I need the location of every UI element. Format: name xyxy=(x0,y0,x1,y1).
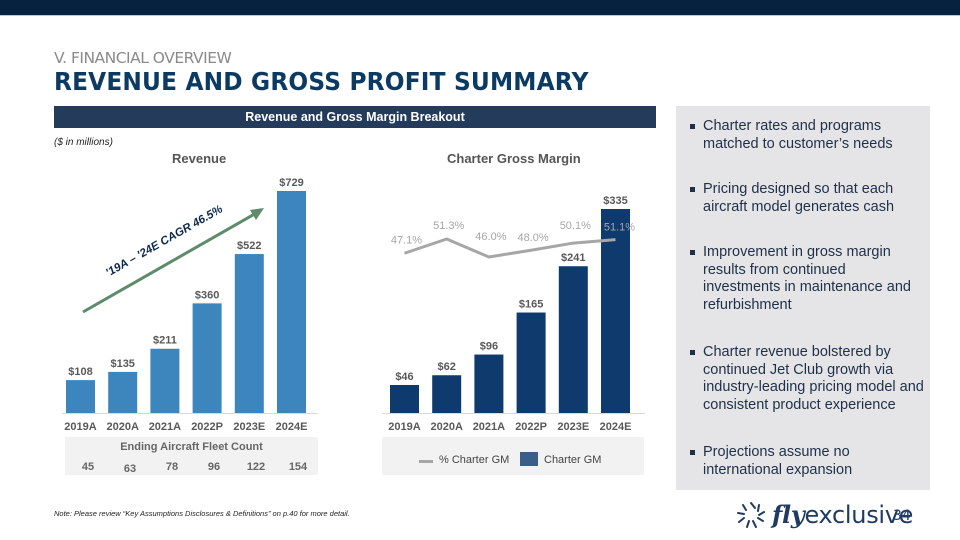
revenue-bar xyxy=(234,254,264,413)
fleet-count-value: 96 xyxy=(207,461,221,473)
bullet-icon xyxy=(690,350,695,355)
charter-x-tick-label: 2020A xyxy=(430,421,462,433)
revenue-bar xyxy=(108,371,138,413)
charter-x-tick-label: 2021A xyxy=(473,421,505,433)
page-title: REVENUE AND GROSS PROFIT SUMMARY xyxy=(54,67,589,96)
bullet-item: Projections assume no international expa… xyxy=(690,444,926,479)
revenue-bar xyxy=(277,191,306,413)
revenue-x-tick-label: 2023E xyxy=(233,421,265,433)
fleet-count-value: 78 xyxy=(165,461,179,473)
top-bar xyxy=(0,0,960,16)
units-note: ($ in millions) xyxy=(54,137,113,148)
charter-margin-label: 51.3% xyxy=(433,220,464,232)
flyexclusive-logo-icon xyxy=(737,502,765,528)
charter-bar xyxy=(558,266,588,413)
revenue-x-tick-label: 2024E xyxy=(276,421,308,433)
charter-margin-line xyxy=(404,237,616,259)
revenue-data-label: $729 xyxy=(279,177,303,189)
revenue-bar xyxy=(66,380,95,413)
charter-data-label: $96 xyxy=(480,341,498,353)
legend-label-margin: % Charter GM xyxy=(439,454,510,466)
charter-bar xyxy=(516,312,546,413)
section-label: V. FINANCIAL OVERVIEW xyxy=(54,49,232,67)
charter-x-tick-label: 2023E xyxy=(557,421,589,433)
legend-line-swatch xyxy=(419,460,433,463)
charter-bar xyxy=(390,384,419,413)
revenue-x-tick-label: 2019A xyxy=(64,421,96,433)
revenue-data-label: $360 xyxy=(195,289,219,301)
revenue-x-tick-label: 2022P xyxy=(191,421,223,433)
charter-margin-label: 48.0% xyxy=(517,232,548,244)
charter-bar xyxy=(432,375,462,413)
charter-data-label: $335 xyxy=(603,195,627,207)
legend-label-gm: Charter GM xyxy=(544,454,602,466)
revenue-x-tick-label: 2020A xyxy=(106,421,138,433)
charter-x-tick-label: 2024E xyxy=(600,421,632,433)
bullet-item: Improvement in gross margin results from… xyxy=(690,244,926,314)
charter-data-label: $165 xyxy=(519,299,543,311)
charter-margin-label: 46.0% xyxy=(475,231,506,243)
revenue-data-label: $108 xyxy=(68,366,92,378)
charter-margin-label: 47.1% xyxy=(391,234,422,246)
brand-logo: flyexclusive xyxy=(772,500,914,529)
cagr-arrow-line xyxy=(82,210,259,314)
footnote: Note: Please review “Key Assumptions Dis… xyxy=(54,509,350,518)
charter-bar xyxy=(601,209,630,413)
charter-chart-title: Charter Gross Margin xyxy=(447,151,581,166)
page-number: 34 xyxy=(893,508,911,524)
bullet-icon xyxy=(690,187,695,192)
charter-data-label: $241 xyxy=(561,252,585,264)
charter-bar xyxy=(474,354,504,413)
charter-margin-label: 51.1% xyxy=(604,222,635,234)
bullet-icon xyxy=(690,250,695,255)
fleet-count-value: 45 xyxy=(81,461,95,473)
fleet-count-title: Ending Aircraft Fleet Count xyxy=(120,441,263,453)
section-banner: Revenue and Gross Margin Breakout xyxy=(54,106,656,128)
bullet-icon xyxy=(690,450,695,455)
bullet-item: Charter revenue bolstered by continued J… xyxy=(690,344,926,414)
cagr-arrow-head xyxy=(250,208,264,220)
revenue-data-label: $135 xyxy=(110,358,134,370)
legend-bar-swatch xyxy=(520,452,538,466)
charter-data-label: $62 xyxy=(438,361,456,373)
bullet-item: Pricing designed so that each aircraft m… xyxy=(690,181,926,216)
fleet-count-value: 154 xyxy=(288,461,308,473)
revenue-bar xyxy=(192,303,222,413)
charter-x-tick-label: 2019A xyxy=(388,421,420,433)
fleet-count-table: Ending Aircraft Fleet Count 45 63 78 96 … xyxy=(65,437,318,475)
revenue-bar xyxy=(150,348,180,413)
charter-x-tick-label: 2022P xyxy=(515,421,547,433)
charter-margin-label: 50.1% xyxy=(560,220,591,232)
revenue-x-tick-label: 2021A xyxy=(149,421,181,433)
fleet-count-value: 63 xyxy=(123,463,137,475)
bullet-item: Charter rates and programs matched to cu… xyxy=(690,118,926,153)
key-points-panel: Charter rates and programs matched to cu… xyxy=(676,106,930,490)
revenue-data-label: $522 xyxy=(237,240,261,252)
charter-legend: % Charter GM Charter GM xyxy=(382,437,644,475)
bullet-icon xyxy=(690,124,695,129)
charter-data-label: $46 xyxy=(395,371,413,383)
revenue-chart-title: Revenue xyxy=(172,151,227,166)
fleet-count-value: 122 xyxy=(246,461,266,473)
revenue-data-label: $211 xyxy=(153,335,177,347)
